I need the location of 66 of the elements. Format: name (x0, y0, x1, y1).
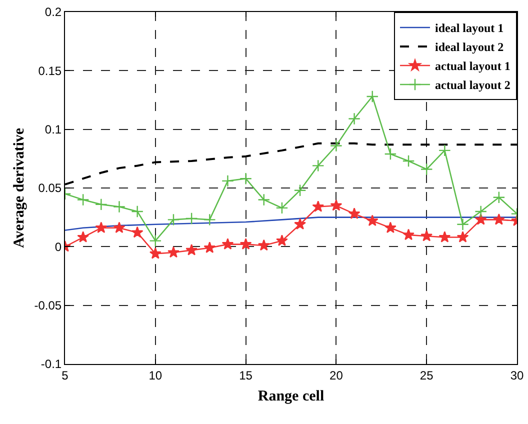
point (204, 242, 216, 253)
point (113, 200, 126, 213)
legend-label: ideal layout 1 (435, 21, 504, 36)
point (474, 205, 488, 218)
point (276, 202, 288, 214)
x-tick-label: 30 (510, 368, 524, 382)
x-axis-title: Range cell (258, 388, 324, 404)
point (276, 234, 288, 246)
point (149, 234, 162, 247)
point (330, 140, 342, 152)
x-tick-label: 10 (148, 368, 162, 382)
y-tick-label: 0 (54, 240, 62, 254)
point (131, 205, 144, 218)
point (438, 231, 451, 242)
y-tick-label: 0.1 (44, 122, 62, 137)
point (258, 194, 270, 206)
point (420, 230, 433, 242)
point (240, 172, 252, 185)
point (240, 238, 252, 250)
point (167, 213, 180, 226)
y-tick-label: -0.05 (34, 298, 62, 313)
point (492, 213, 505, 225)
point (294, 218, 306, 230)
point (312, 160, 324, 172)
legend-label: actual layout 2 (435, 78, 510, 92)
point (402, 228, 414, 240)
point (186, 244, 198, 256)
point (312, 200, 324, 212)
point (131, 226, 144, 238)
point (456, 231, 469, 242)
legend-label: ideal layout 2 (435, 40, 504, 54)
point (420, 163, 433, 176)
point (294, 184, 306, 197)
point (113, 222, 126, 234)
point (456, 218, 469, 231)
point (222, 238, 234, 250)
point (77, 231, 90, 242)
point (348, 112, 360, 125)
point (330, 199, 342, 211)
point (149, 248, 162, 259)
x-tick-label: 5 (62, 368, 69, 382)
x-tick-label: 20 (330, 368, 344, 382)
y-tick-label: -0.1 (40, 357, 62, 372)
y-tick-label: 0.05 (38, 181, 62, 196)
point (366, 214, 378, 226)
point (185, 212, 198, 225)
x-tick-label: 25 (420, 368, 434, 382)
legend-label: actual layout 1 (435, 59, 510, 74)
point (94, 198, 108, 211)
point (384, 148, 397, 160)
point (222, 174, 234, 188)
point (95, 222, 108, 234)
y-tick-label: 0.15 (38, 64, 62, 78)
point (76, 194, 90, 206)
point (348, 208, 360, 219)
point (258, 239, 270, 251)
x-tick-label: 15 (239, 368, 253, 382)
point (438, 144, 451, 157)
point (366, 90, 379, 103)
point (492, 191, 506, 204)
y-tick-label: 0.2 (44, 5, 62, 20)
point (384, 222, 396, 234)
point (402, 154, 415, 168)
y-axis-title: Average derivative (11, 128, 28, 248)
point (168, 246, 180, 258)
point (203, 213, 216, 226)
